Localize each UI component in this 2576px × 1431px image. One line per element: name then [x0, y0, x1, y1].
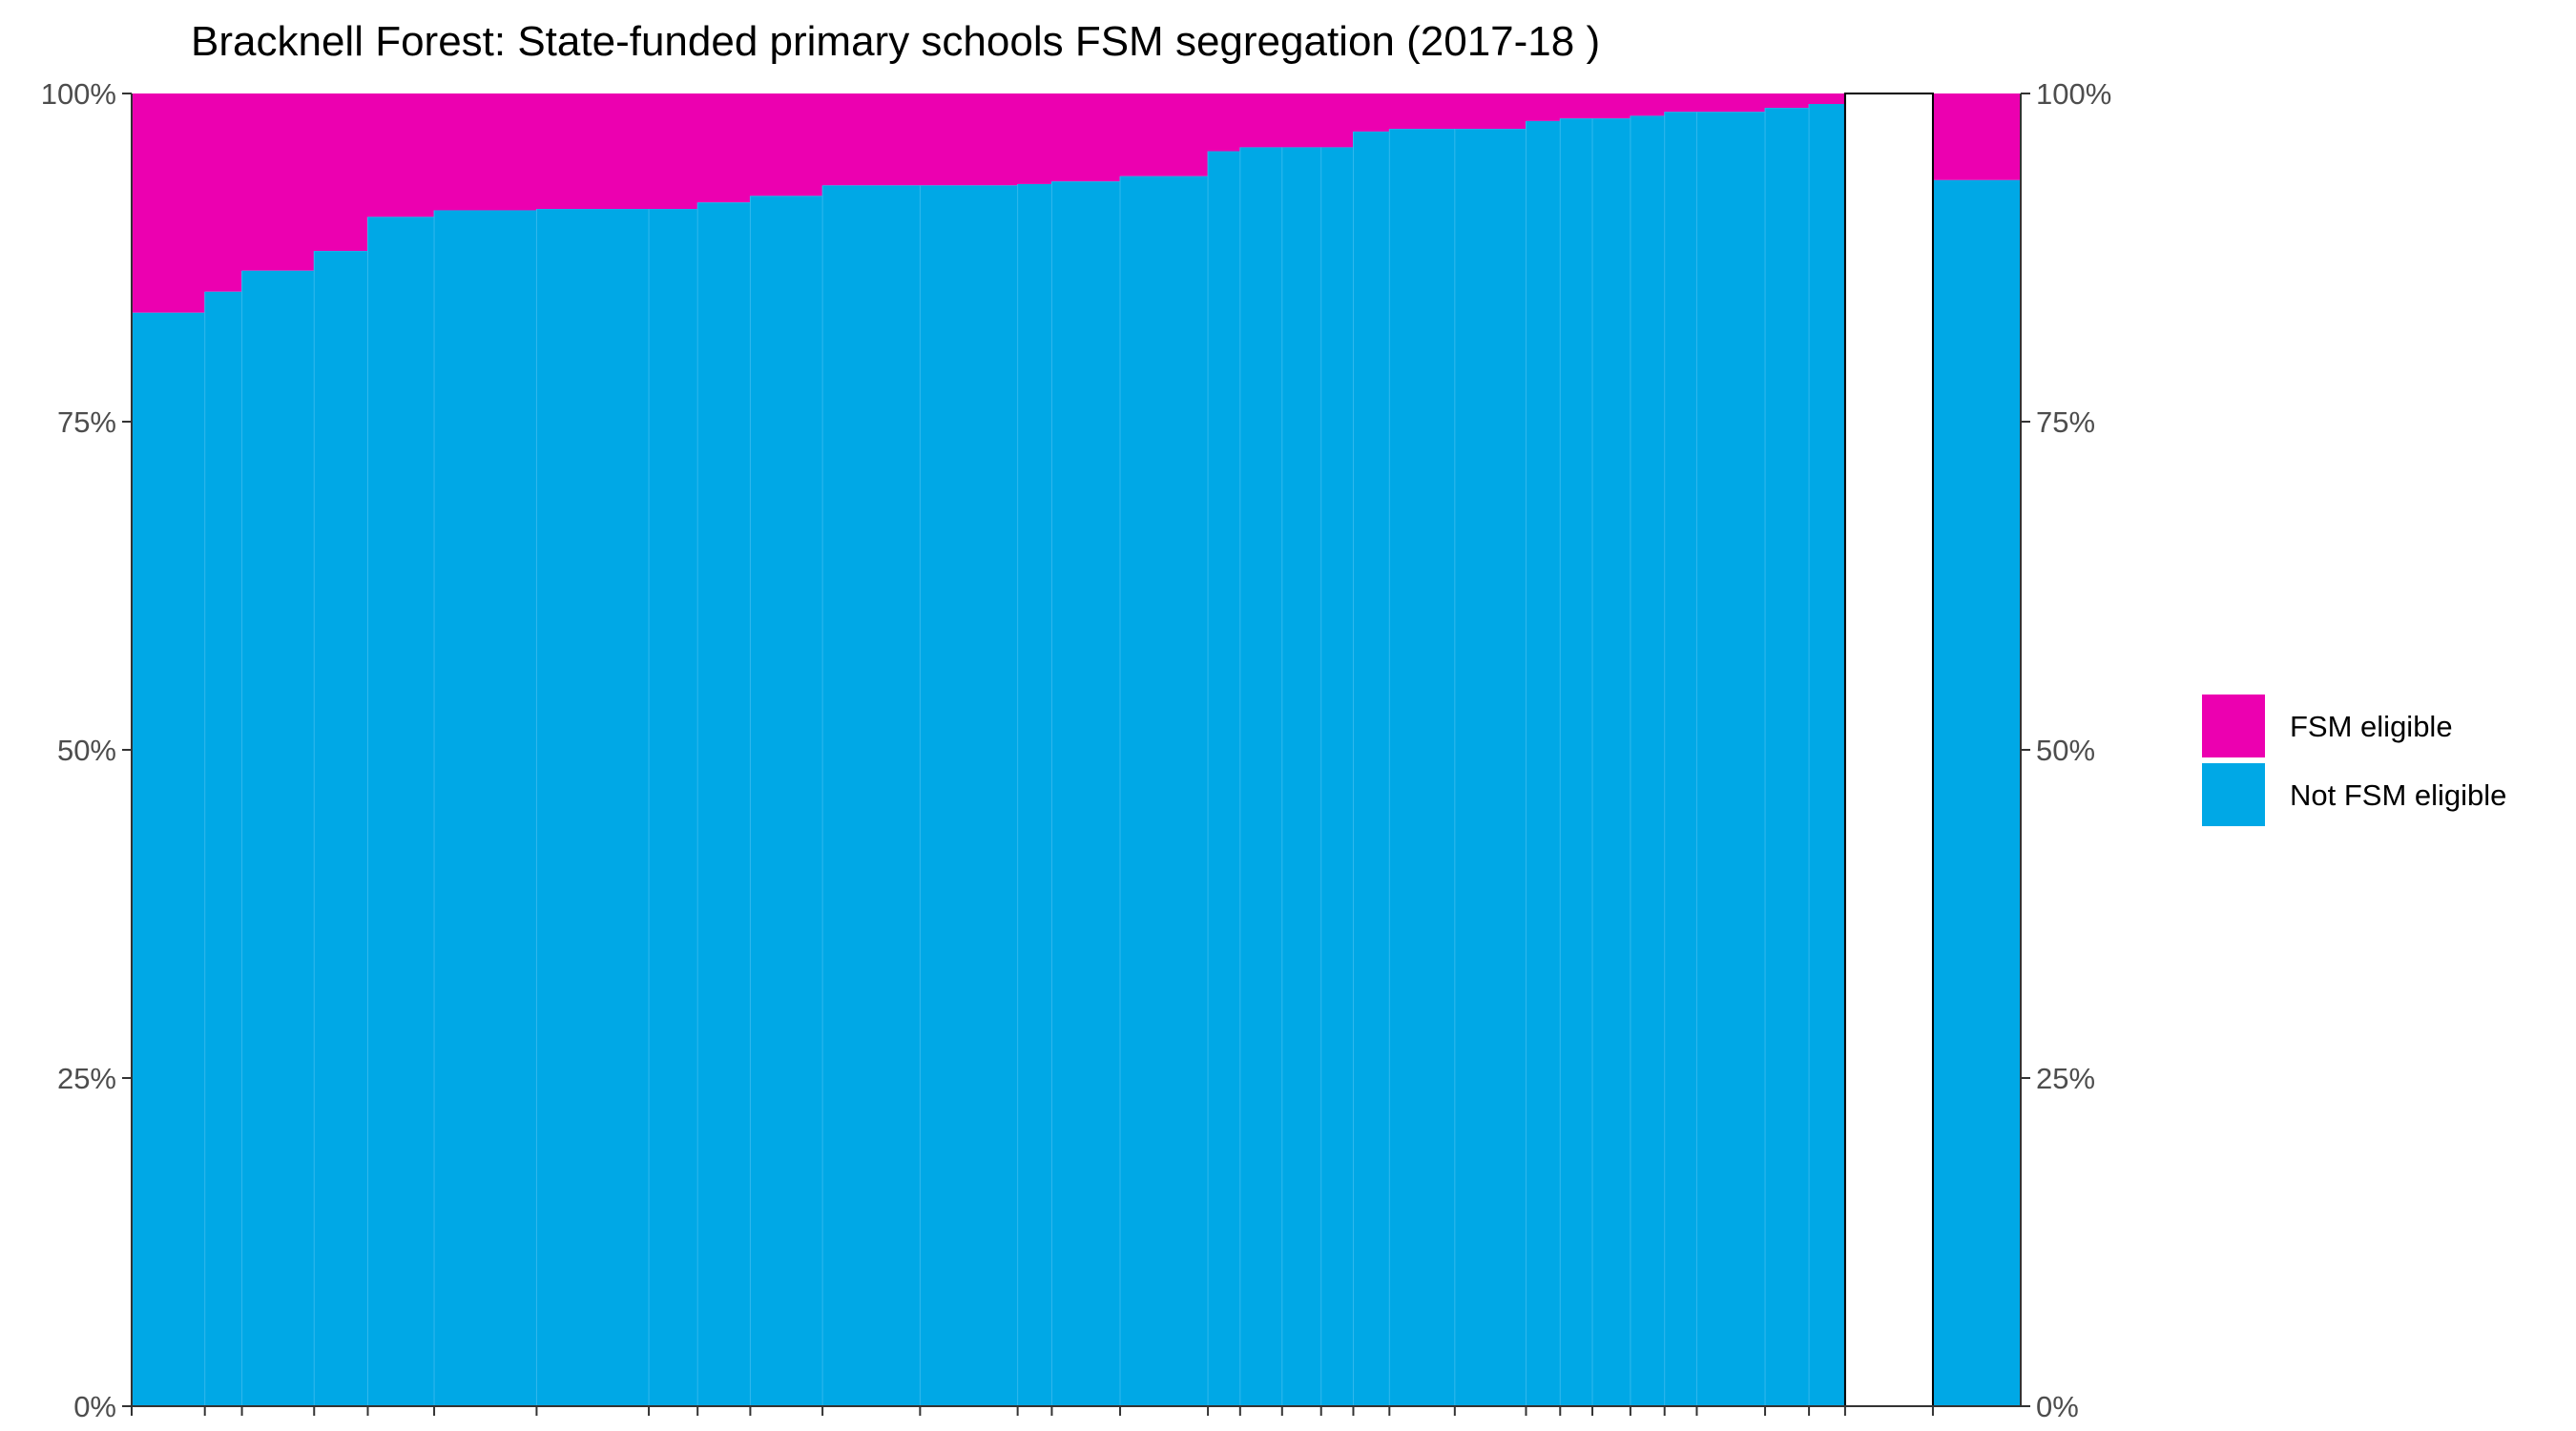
- school-bar-1-fsm-segment: [132, 93, 206, 313]
- total-bar-not-fsm-segment: [1932, 179, 2022, 1406]
- school-bar-22-fsm-segment: [1454, 93, 1527, 130]
- school-bar-16-not-fsm-segment: [1208, 151, 1241, 1407]
- school-bar-7-not-fsm-segment: [536, 209, 650, 1406]
- legend-key-not-fsm: [2202, 763, 2265, 826]
- school-bar-13-not-fsm-segment: [1017, 183, 1052, 1407]
- school-bar-24-fsm-segment: [1560, 93, 1593, 119]
- school-bar-16-fsm-segment: [1208, 93, 1241, 152]
- school-bar-6-fsm-segment: [434, 93, 537, 211]
- school-bar-20-not-fsm-segment: [1353, 131, 1390, 1406]
- left-y-tick-label: 25%: [57, 1062, 116, 1095]
- right-y-tick-label: 25%: [2036, 1062, 2095, 1095]
- left-y-tick-label: 50%: [57, 734, 116, 767]
- school-bar-1-not-fsm-segment: [132, 312, 206, 1406]
- school-bar-11-not-fsm-segment: [822, 185, 921, 1406]
- right-y-tick-label: 50%: [2036, 734, 2095, 767]
- school-bar-29-not-fsm-segment: [1765, 108, 1810, 1407]
- school-bar-19-fsm-segment: [1320, 93, 1354, 148]
- school-bar-17-not-fsm-segment: [1239, 147, 1283, 1406]
- school-bar-8-fsm-segment: [649, 93, 698, 210]
- plot-bars: [132, 93, 2022, 1407]
- legend-label-fsm: FSM eligible: [2290, 710, 2453, 743]
- school-bar-21-fsm-segment: [1389, 93, 1456, 130]
- school-bar-26-not-fsm-segment: [1630, 115, 1666, 1407]
- school-bar-6-not-fsm-segment: [434, 210, 537, 1407]
- school-bar-4-fsm-segment: [314, 93, 368, 252]
- school-bar-19-not-fsm-segment: [1320, 147, 1354, 1406]
- school-bar-4-not-fsm-segment: [314, 251, 368, 1406]
- school-bar-12-not-fsm-segment: [920, 185, 1019, 1406]
- left-y-tick-label: 0%: [73, 1390, 116, 1423]
- school-bar-14-fsm-segment: [1051, 93, 1121, 182]
- school-bar-11-fsm-segment: [822, 93, 921, 186]
- school-bar-20-fsm-segment: [1353, 93, 1390, 132]
- school-bar-5-fsm-segment: [367, 93, 435, 218]
- school-bar-18-not-fsm-segment: [1281, 147, 1322, 1406]
- school-bar-25-not-fsm-segment: [1592, 118, 1631, 1406]
- school-bar-2-not-fsm-segment: [204, 291, 243, 1406]
- school-bar-3-fsm-segment: [241, 93, 315, 271]
- school-bar-13-fsm-segment: [1017, 93, 1052, 184]
- school-bar-5-not-fsm-segment: [367, 217, 435, 1406]
- school-bar-12-fsm-segment: [920, 93, 1019, 186]
- school-bar-28-not-fsm-segment: [1696, 112, 1766, 1406]
- right-y-tick-label: 75%: [2036, 405, 2095, 439]
- school-bar-28-fsm-segment: [1696, 93, 1766, 113]
- school-bar-14-not-fsm-segment: [1051, 181, 1121, 1406]
- legend-key-fsm: [2202, 695, 2265, 757]
- school-bar-22-not-fsm-segment: [1454, 129, 1527, 1407]
- school-bar-24-not-fsm-segment: [1560, 118, 1593, 1406]
- school-bar-18-fsm-segment: [1281, 93, 1322, 148]
- right-y-tick-label: 100%: [2036, 77, 2111, 111]
- left-y-tick-label: 100%: [41, 77, 116, 111]
- school-bar-25-fsm-segment: [1592, 93, 1631, 119]
- empty-gap: [1843, 93, 1934, 1407]
- axes: 0% 0% 25% 25% 50% 50% 75% 75% 100% 100%: [41, 77, 2112, 1423]
- left-y-tick-label: 75%: [57, 405, 116, 439]
- school-bar-10-not-fsm-segment: [750, 196, 823, 1406]
- school-bar-30-fsm-segment: [1809, 93, 1846, 105]
- chart-title: Bracknell Forest: State-funded primary s…: [191, 18, 1600, 65]
- school-bar-8-not-fsm-segment: [649, 209, 698, 1406]
- school-bar-9-not-fsm-segment: [697, 202, 751, 1406]
- school-bar-7-fsm-segment: [536, 93, 650, 210]
- legend: FSM eligible Not FSM eligible: [2202, 695, 2506, 826]
- school-bar-29-fsm-segment: [1765, 93, 1810, 109]
- right-y-tick-label: 0%: [2036, 1390, 2079, 1423]
- school-bar-27-fsm-segment: [1664, 93, 1697, 113]
- school-bar-27-not-fsm-segment: [1664, 112, 1697, 1406]
- school-bar-23-fsm-segment: [1526, 93, 1561, 121]
- school-bar-30-not-fsm-segment: [1809, 104, 1846, 1406]
- school-bar-9-fsm-segment: [697, 93, 751, 203]
- school-bar-15-not-fsm-segment: [1120, 176, 1209, 1407]
- total-bar-fsm-segment: [1932, 93, 2022, 180]
- school-bar-15-fsm-segment: [1120, 93, 1209, 176]
- school-bar-21-not-fsm-segment: [1389, 129, 1456, 1407]
- school-bar-26-fsm-segment: [1630, 93, 1666, 116]
- legend-label-not-fsm: Not FSM eligible: [2290, 778, 2506, 812]
- school-bar-2-fsm-segment: [204, 93, 243, 292]
- school-bar-17-fsm-segment: [1239, 93, 1283, 148]
- school-bar-23-not-fsm-segment: [1526, 120, 1561, 1406]
- school-bar-3-not-fsm-segment: [241, 270, 315, 1406]
- school-bar-10-fsm-segment: [750, 93, 823, 197]
